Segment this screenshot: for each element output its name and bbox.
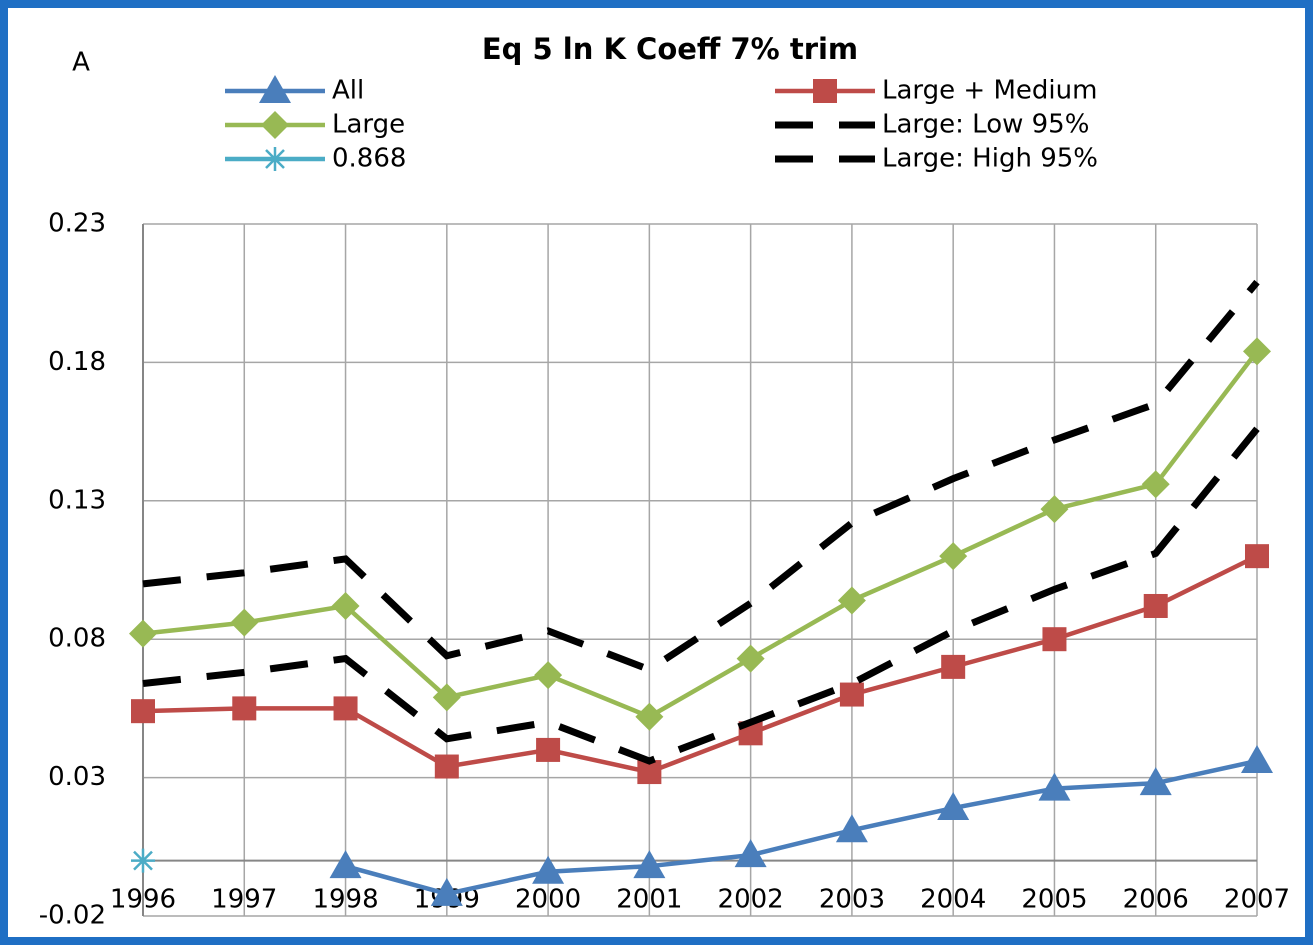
marker xyxy=(839,682,864,707)
marker xyxy=(434,754,459,779)
marker xyxy=(813,79,837,103)
marker xyxy=(1038,772,1071,801)
panel-label: A xyxy=(72,48,90,78)
marker xyxy=(536,737,561,762)
marker xyxy=(232,696,257,721)
marker xyxy=(1243,337,1271,366)
marker xyxy=(835,814,868,843)
legend-label: All xyxy=(332,76,364,106)
legend-label: Large + Medium xyxy=(882,76,1097,106)
marker xyxy=(837,586,866,615)
y-tick-label: 0.23 xyxy=(48,209,106,239)
marker xyxy=(259,75,291,103)
marker xyxy=(532,855,565,884)
dashed-line xyxy=(142,426,1260,765)
x-tick-label: 2005 xyxy=(1021,885,1087,915)
chart-title: Eq 5 ln K Coeff 7% trim xyxy=(482,32,858,66)
x-tick-label: 1996 xyxy=(110,885,176,915)
marker xyxy=(939,542,968,571)
marker xyxy=(736,644,765,673)
legend-label: Large: Low 95% xyxy=(882,110,1089,140)
marker xyxy=(1139,767,1172,796)
y-tick-label: 0.08 xyxy=(48,624,106,654)
dashed-line xyxy=(142,279,1260,674)
y-tick-label: 0.18 xyxy=(48,347,106,377)
marker xyxy=(331,591,360,620)
x-tick-label: 2004 xyxy=(920,885,986,915)
series-line xyxy=(142,554,1258,775)
marker xyxy=(430,877,463,906)
marker xyxy=(734,839,767,868)
marker xyxy=(131,848,155,873)
marker xyxy=(1042,627,1067,652)
y-tick-label: -0.02 xyxy=(39,901,106,931)
x-tick-label: 1997 xyxy=(211,885,277,915)
marker xyxy=(230,608,259,637)
marker xyxy=(1040,495,1069,524)
marker xyxy=(131,699,155,724)
marker xyxy=(534,661,563,690)
marker xyxy=(1141,470,1170,499)
x-tick-label: 2007 xyxy=(1224,885,1290,915)
marker xyxy=(263,147,287,171)
series-line xyxy=(142,349,1259,720)
marker xyxy=(432,683,461,712)
marker xyxy=(261,111,289,139)
series-line xyxy=(344,758,1258,897)
x-tick-label: 2001 xyxy=(616,885,682,915)
y-tick-label: 0.03 xyxy=(48,762,106,792)
marker xyxy=(1241,744,1273,773)
marker xyxy=(633,850,666,879)
x-tick-label: 2006 xyxy=(1123,885,1189,915)
legend-label: Large xyxy=(332,110,405,140)
legend-label: Large: High 95% xyxy=(882,144,1098,174)
marker xyxy=(941,654,966,679)
x-tick-label: 2002 xyxy=(718,885,784,915)
marker xyxy=(1143,593,1168,618)
legend-label: 0.868 xyxy=(332,144,406,174)
marker xyxy=(333,696,358,721)
marker xyxy=(329,850,362,879)
marker xyxy=(937,792,970,821)
x-tick-label: 2003 xyxy=(819,885,885,915)
marker xyxy=(635,702,664,731)
x-tick-label: 1998 xyxy=(312,885,378,915)
y-tick-label: 0.13 xyxy=(48,485,106,515)
x-tick-label: 2000 xyxy=(515,885,581,915)
marker xyxy=(129,619,157,648)
marker xyxy=(1245,544,1269,569)
